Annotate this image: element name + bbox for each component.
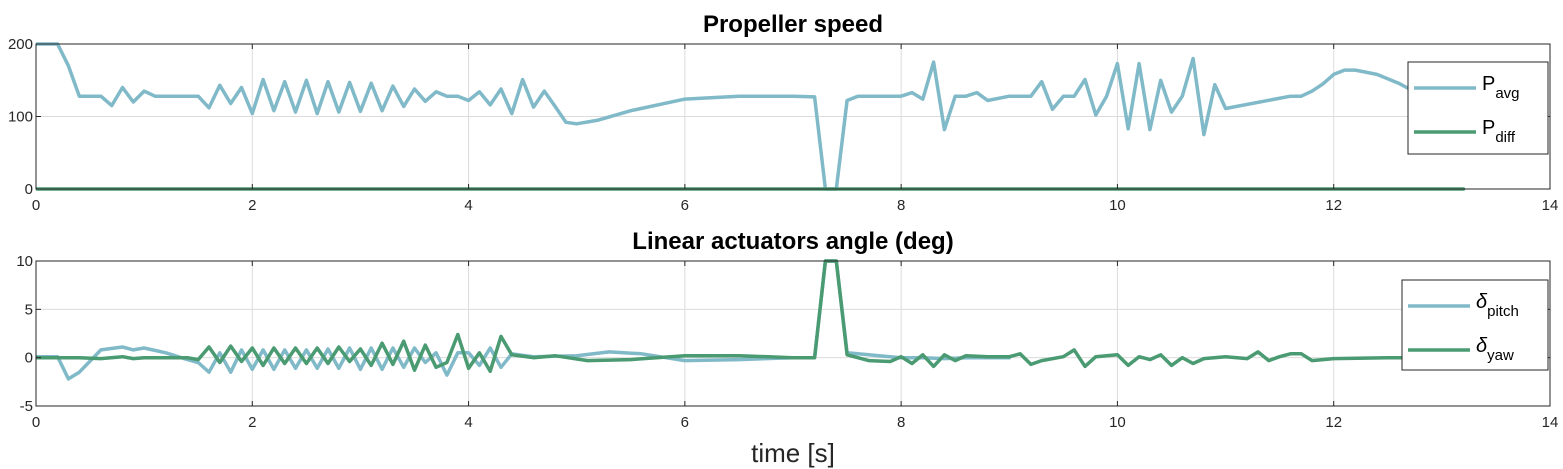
series-line-avg	[36, 42, 1412, 191]
legend: Pavg Pdiff	[1407, 61, 1549, 155]
x-tick-label: 6	[681, 197, 689, 214]
x-tick-label: 0	[32, 414, 40, 431]
chart-title: Linear actuators angle (deg)	[632, 228, 953, 255]
y-tick-label: 0	[25, 350, 33, 367]
plot-area	[36, 261, 1550, 406]
x-tick-label: 14	[1542, 197, 1559, 214]
x-tick-label: 10	[1109, 197, 1126, 214]
y-tick-label: 100	[8, 109, 33, 126]
y-tick-label: -5	[20, 398, 33, 415]
legend-label-pitch: δpitch	[1476, 291, 1519, 320]
x-tick-label: 4	[464, 197, 472, 214]
x-tick-label: 14	[1542, 414, 1559, 431]
panel-1: 0 2 4 6 8 10 12 14 0 100 200 Propeller speed Pavg Pdi…	[8, 11, 1558, 214]
legend-box	[1401, 279, 1549, 371]
x-tick-label: 8	[897, 414, 905, 431]
x-tick-label: 10	[1109, 414, 1126, 431]
y-tick-label: 0	[25, 181, 33, 198]
legend-box	[1407, 61, 1549, 155]
legend: δpitch δyaw	[1401, 279, 1549, 371]
legend-label-diff: Pdiff	[1482, 117, 1516, 146]
x-tick-label: 4	[464, 414, 472, 431]
y-tick-label: 5	[25, 301, 33, 318]
x-tick-label: 0	[32, 197, 40, 214]
y-tick-label: 200	[8, 36, 33, 53]
x-tick-label: 8	[897, 197, 905, 214]
x-axis-label: time [s]	[751, 438, 835, 468]
x-tick-label: 6	[681, 414, 689, 431]
legend-label-avg: Pavg	[1482, 73, 1520, 102]
y-tick-label: 10	[16, 253, 33, 270]
series-line-yaw	[36, 259, 1444, 373]
chart-title: Propeller speed	[703, 11, 883, 38]
legend-label-yaw: δyaw	[1476, 335, 1514, 364]
x-tick-label: 12	[1325, 414, 1342, 431]
axes-box	[35, 260, 1551, 407]
x-tick-label: 2	[248, 197, 256, 214]
x-tick-label: 12	[1325, 197, 1342, 214]
x-tick-label: 2	[248, 414, 256, 431]
